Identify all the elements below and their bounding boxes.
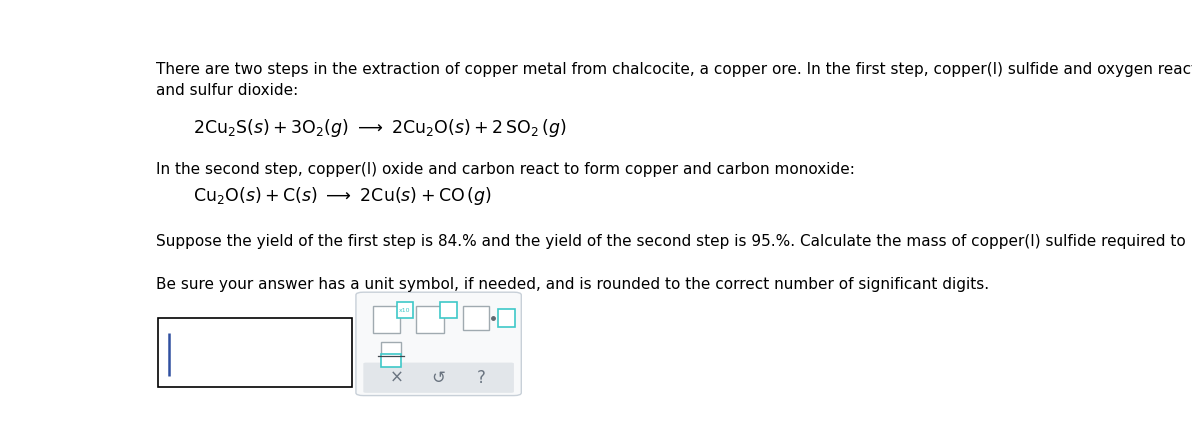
Bar (440, 302, 457, 318)
Text: There are two steps in the extraction of copper metal from chalcocite, a copper : There are two steps in the extraction of… (156, 62, 1192, 98)
Bar (373, 306, 401, 334)
Text: ↺: ↺ (432, 369, 446, 387)
FancyBboxPatch shape (364, 363, 514, 393)
Text: x10: x10 (399, 308, 410, 313)
Bar (381, 354, 402, 367)
Text: ?: ? (477, 369, 485, 387)
Text: In the second step, copper(I) oxide and carbon react to form copper and carbon m: In the second step, copper(I) oxide and … (156, 162, 856, 177)
Bar (498, 310, 515, 326)
Text: Suppose the yield of the first step is 84.% and the yield of the second step is : Suppose the yield of the first step is 8… (156, 234, 1192, 249)
Text: $\mathdefault{2Cu_2S(}$$\mathit{s}$$\mathdefault{) + 3O_2(}$$\mathit{g}$$\mathde: $\mathdefault{2Cu_2S(}$$\mathit{s}$$\mat… (193, 116, 566, 139)
Bar (416, 306, 443, 334)
FancyBboxPatch shape (356, 292, 521, 396)
Bar (397, 302, 414, 318)
Bar (381, 342, 402, 355)
Text: $\mathdefault{Cu_2O(}$$\mathit{s}$$\mathdefault{) + C(}$$\mathit{s}$$\mathdefaul: $\mathdefault{Cu_2O(}$$\mathit{s}$$\math… (193, 185, 492, 207)
Bar (159, 318, 353, 387)
Bar (462, 306, 489, 330)
Text: Be sure your answer has a unit symbol, if needed, and is rounded to the correct : Be sure your answer has a unit symbol, i… (156, 277, 989, 293)
Text: ×: × (390, 369, 403, 387)
